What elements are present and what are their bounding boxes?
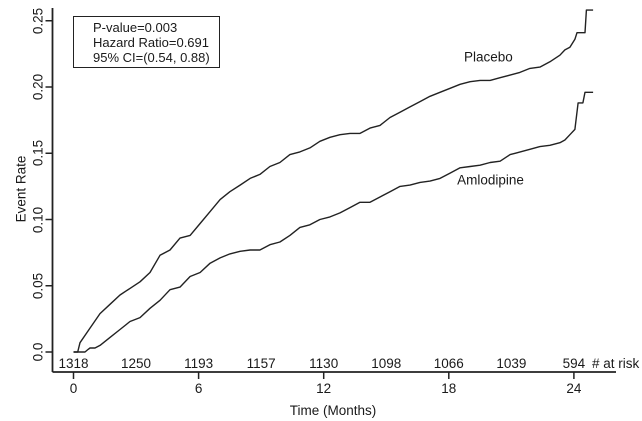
y-tick-label: 0.20 bbox=[30, 73, 46, 101]
annotation-hazard-ratio: Hazard Ratio=0.691 bbox=[93, 34, 209, 50]
y-axis-title: Event Rate bbox=[13, 155, 29, 223]
at-risk-count: 1098 bbox=[371, 356, 402, 371]
at-risk-count: 1039 bbox=[496, 356, 527, 371]
series-label-amlodipine: Amlodipine bbox=[457, 172, 524, 188]
stats-annotation-box: P-value=0.003 Hazard Ratio=0.691 95% CI=… bbox=[73, 16, 220, 68]
at-risk-count: 594 bbox=[562, 356, 586, 371]
y-tick-label: 0.05 bbox=[30, 272, 46, 299]
annotation-confidence-interval: 95% CI=(0.54, 0.88) bbox=[93, 49, 210, 65]
at-risk-count: 1157 bbox=[246, 356, 276, 371]
at-risk-count: 1066 bbox=[433, 356, 464, 371]
x-axis-title: Time (Months) bbox=[289, 403, 377, 418]
at-risk-count: 1193 bbox=[184, 356, 214, 371]
annotation-p-value: P-value=0.003 bbox=[93, 20, 178, 35]
y-tick-label: 0.10 bbox=[30, 206, 46, 233]
series-label-placebo: Placebo bbox=[464, 49, 513, 65]
x-tick-label: 6 bbox=[194, 381, 203, 396]
x-tick-label: 12 bbox=[316, 381, 332, 396]
at-risk-label: # at risk bbox=[592, 356, 640, 371]
y-tick-label: 0.0 bbox=[30, 342, 46, 362]
at-risk-count: 1250 bbox=[121, 356, 152, 371]
x-tick-label: 18 bbox=[441, 381, 457, 396]
curve-placebo bbox=[73, 9, 594, 353]
curve-amlodipine bbox=[73, 91, 594, 353]
at-risk-count: 1318 bbox=[58, 356, 89, 371]
at-risk-count: 1130 bbox=[309, 356, 339, 371]
y-tick-label: 0.15 bbox=[30, 140, 46, 167]
x-tick-label: 24 bbox=[566, 381, 582, 396]
x-tick-label: 0 bbox=[69, 381, 78, 396]
y-tick-label: 0.25 bbox=[30, 7, 46, 34]
